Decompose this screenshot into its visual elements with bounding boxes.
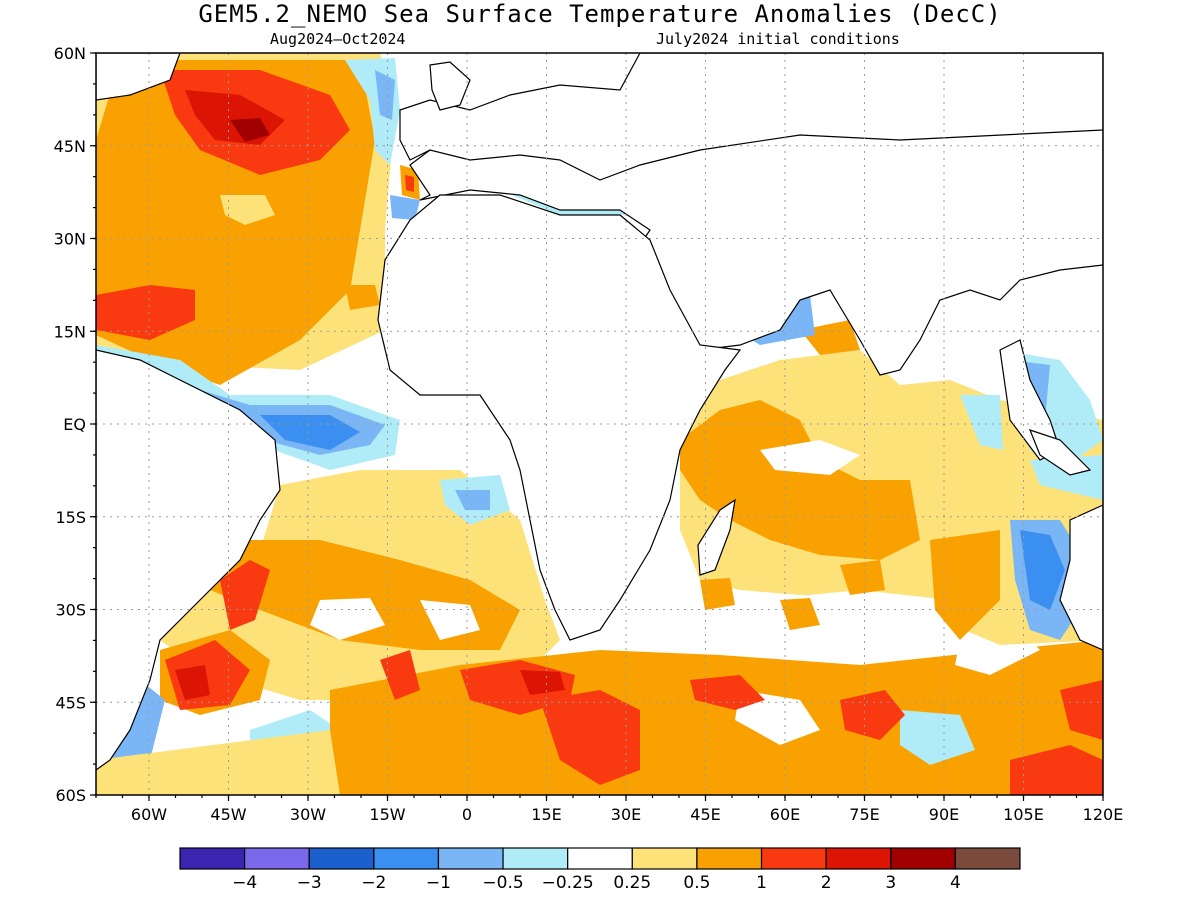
lon-tick-label: 15W (369, 805, 405, 824)
lon-tick-label: 30W (290, 805, 326, 824)
anomaly-region (220, 560, 270, 630)
lat-tick-label: EQ (63, 415, 86, 434)
colorbar-swatch (179, 847, 246, 870)
colorbar-swatch (760, 847, 827, 870)
anomaly-region (780, 598, 820, 630)
anomaly-region (310, 598, 385, 640)
initial-conditions: July2024 initial conditions (656, 30, 900, 48)
colorbar-swatch (631, 847, 698, 870)
colorbar-label: −0.25 (542, 873, 594, 893)
map-gridlines (96, 53, 1103, 795)
anomaly-region (735, 690, 820, 745)
latitude-labels: 60N 45N 30N 15N EQ 15S 30S 45S 60S (54, 44, 86, 805)
south-america-landmass (96, 349, 281, 771)
longitude-labels: 60W 45W 30W 15W 0 15E 30E 45E 60E 75E 90E 105E 120E (131, 805, 1123, 824)
anomaly-region (930, 530, 1000, 640)
anomaly-region (345, 285, 380, 310)
colorbar-label: 3 (885, 873, 896, 893)
anomaly-region (1060, 680, 1103, 740)
anomaly-region (520, 670, 565, 695)
lon-tick-label: 0 (462, 805, 472, 824)
colorbar-label: −3 (297, 873, 322, 893)
colorbar-label: 1 (756, 873, 767, 893)
colorbar-label: −2 (361, 873, 386, 893)
colorbar-swatch (502, 847, 569, 870)
colorbar-swatch (825, 847, 892, 870)
colorbar-labels: −4 −3 −2 −1 −0.5 −0.25 0.25 0.5 1 2 3 4 (232, 873, 961, 893)
anomaly-region (690, 675, 765, 710)
colorbar-swatch (954, 847, 1021, 870)
anomaly-region (540, 690, 640, 785)
colorbar-label: 4 (950, 873, 961, 893)
sumatra (1028, 429, 1092, 476)
anomaly-region (455, 490, 490, 510)
anomaly-region (380, 650, 420, 700)
lat-tick-label: 45N (54, 137, 86, 156)
anomaly-region (800, 320, 860, 355)
lat-tick-label: 15S (55, 508, 86, 527)
anomaly-region (680, 400, 920, 560)
australia-landmass (1059, 504, 1103, 651)
colorbar-swatch (373, 847, 440, 870)
lon-tick-label: 60W (131, 805, 167, 824)
colorbar-label: 0.25 (613, 873, 651, 893)
anomaly-region (840, 560, 885, 595)
colorbar-label: −1 (426, 873, 451, 893)
anomaly-region (1020, 530, 1065, 610)
colorbar-swatch (696, 847, 763, 870)
anomaly-region (175, 665, 210, 700)
anomaly-region (1010, 745, 1103, 795)
anomaly-region (96, 285, 195, 340)
colorbar-swatch (567, 847, 633, 870)
africa-landmass (377, 194, 742, 641)
anomaly-region (700, 578, 735, 610)
anomaly-region (405, 175, 414, 192)
lon-tick-label: 75E (849, 805, 879, 824)
lon-tick-label: 105E (1003, 805, 1044, 824)
lat-tick-label: 30S (55, 601, 86, 620)
colorbar-swatch (890, 847, 956, 870)
lat-tick-label: 60S (55, 786, 86, 805)
anomaly-region (375, 70, 395, 120)
anomaly-region (96, 730, 340, 795)
colorbar-label: −0.5 (482, 873, 523, 893)
colorbar (179, 847, 1021, 870)
lon-tick-label: 60E (770, 805, 800, 824)
anomaly-region (960, 395, 1003, 450)
madagascar (697, 498, 736, 576)
forecast-period: Aug2024–Oct2024 (270, 30, 406, 48)
colorbar-label: 2 (821, 873, 832, 893)
colorbar-label: 0.5 (683, 873, 710, 893)
lon-tick-label: 15E (531, 805, 561, 824)
lat-tick-label: 15N (54, 322, 86, 341)
lat-tick-label: 45S (55, 693, 86, 712)
colorbar-swatch (437, 847, 504, 870)
anomaly-region (420, 600, 480, 640)
lon-tick-label: 45W (210, 805, 246, 824)
lon-tick-label: 90E (929, 805, 959, 824)
anomaly-region (900, 710, 975, 765)
greenland-coast (96, 53, 181, 101)
colorbar-swatch (244, 847, 310, 870)
colorbar-swatch (308, 847, 375, 870)
south-asia-landmass (999, 339, 1061, 461)
axis-ticks (90, 52, 1104, 801)
colorbar-label: −4 (232, 873, 257, 893)
british-isles (429, 61, 471, 111)
lat-tick-label: 60N (54, 44, 86, 63)
anomaly-region (220, 195, 275, 225)
page-title: GEM5.2_NEMO Sea Surface Temperature Anom… (198, 0, 1002, 28)
lat-tick-label: 30N (54, 230, 86, 249)
iberia-europe (399, 53, 1103, 181)
lon-tick-label: 30E (611, 805, 641, 824)
anomaly-region (390, 195, 420, 220)
lon-tick-label: 120E (1083, 805, 1124, 824)
coastlines (96, 53, 1103, 771)
anomaly-region (230, 118, 270, 142)
lon-tick-label: 45E (690, 805, 720, 824)
